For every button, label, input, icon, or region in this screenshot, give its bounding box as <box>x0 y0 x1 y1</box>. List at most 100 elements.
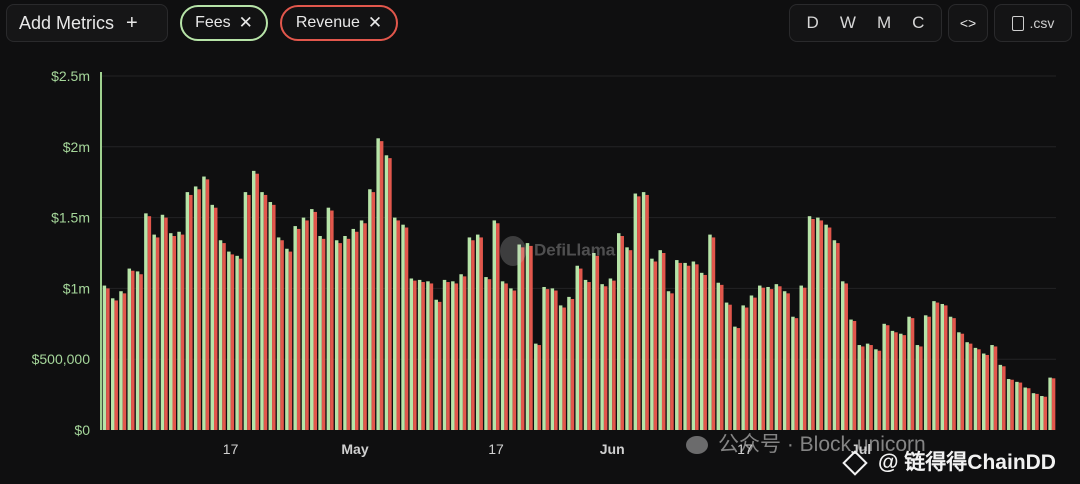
bar-fees <box>343 236 347 430</box>
diamond-logo-icon <box>842 450 868 477</box>
bar-fees <box>368 189 372 430</box>
bar-revenue <box>579 268 583 430</box>
bar-fees <box>260 192 264 430</box>
metric-chip-revenue[interactable]: Revenue ✕ <box>280 5 398 41</box>
add-metrics-button[interactable]: Add Metrics + <box>6 4 168 42</box>
bar-revenue <box>545 289 550 430</box>
bar-fees <box>558 305 563 430</box>
bar-revenue <box>487 279 492 430</box>
bar-revenue <box>554 290 558 430</box>
bar-fees <box>675 260 679 430</box>
bar-fees <box>251 170 256 430</box>
y-tick-label: $500,000 <box>32 351 91 367</box>
metric-chip-fees[interactable]: Fees ✕ <box>180 5 268 41</box>
bar-revenue <box>587 282 591 430</box>
bar-fees <box>633 193 638 430</box>
bar-revenue <box>338 243 342 430</box>
bar-fees <box>202 176 206 430</box>
bar-revenue <box>321 238 326 430</box>
x-tick-label: Jun <box>600 441 625 457</box>
defillama-watermark-text: DefiLlama <box>534 240 616 260</box>
y-tick-label: $2.5m <box>51 68 90 84</box>
bar-fees <box>816 217 820 430</box>
bar-fees <box>160 214 165 430</box>
bar-fees <box>791 316 795 430</box>
close-icon[interactable]: ✕ <box>238 13 253 32</box>
period-daily-button[interactable]: D <box>806 13 819 32</box>
bar-revenue <box>960 333 965 430</box>
bar-revenue <box>935 302 940 430</box>
bar-revenue <box>330 210 334 430</box>
bar-revenue <box>180 234 185 430</box>
bar-fees <box>1031 393 1036 430</box>
bar-revenue <box>272 204 276 430</box>
period-cumulative-button[interactable]: C <box>912 13 925 32</box>
bar-fees <box>940 303 945 430</box>
bar-revenue <box>205 179 210 430</box>
bar-fees <box>376 138 380 430</box>
bar-revenue <box>346 238 351 430</box>
bar-fees <box>276 237 281 430</box>
bar-fees <box>293 226 297 430</box>
bar-fees <box>882 323 886 430</box>
bar-revenue <box>189 194 193 430</box>
bar-revenue <box>429 283 434 430</box>
plus-icon: + <box>126 11 138 34</box>
bar-revenue <box>952 318 956 430</box>
bar-fees <box>235 255 239 430</box>
bar-fees <box>227 251 231 430</box>
bar-revenue <box>861 346 865 430</box>
bar-fees <box>492 220 497 430</box>
bar-revenue <box>703 274 707 430</box>
bar-revenue <box>670 293 674 430</box>
bar-fees <box>169 233 173 430</box>
bar-fees <box>185 192 190 430</box>
bar-revenue <box>197 189 201 430</box>
bar-revenue <box>720 284 724 430</box>
bar-revenue <box>944 305 948 430</box>
bar-fees <box>724 302 729 430</box>
bar-revenue <box>977 349 981 430</box>
y-tick-label: $1m <box>63 280 90 296</box>
bar-fees <box>517 244 521 430</box>
close-icon[interactable]: ✕ <box>367 13 383 32</box>
download-csv-button[interactable]: .csv <box>994 4 1072 42</box>
csv-label: .csv <box>1029 15 1055 31</box>
bar-revenue <box>695 264 699 430</box>
bar-revenue <box>479 237 483 430</box>
period-weekly-button[interactable]: W <box>839 13 856 32</box>
y-tick-label: $0 <box>74 422 90 438</box>
bar-revenue <box>753 297 757 430</box>
bar-revenue <box>645 194 649 430</box>
bar-revenue <box>844 283 848 430</box>
bar-revenue <box>794 318 799 430</box>
bar-fees <box>401 224 405 430</box>
bar-fees <box>774 284 779 430</box>
bar-revenue <box>661 253 666 430</box>
bar-revenue <box>653 261 658 430</box>
chaindd-watermark-text: @ 链得得ChainDD <box>878 451 1056 474</box>
bar-revenue <box>355 231 359 430</box>
bar-fees <box>1015 381 1019 430</box>
bar-fees <box>1048 377 1052 430</box>
bar-fees <box>733 326 737 430</box>
bar-revenue <box>869 345 873 430</box>
bar-fees <box>351 228 356 430</box>
bar-fees <box>384 155 389 430</box>
period-selector: D W M C <box>789 4 942 42</box>
embed-button[interactable]: <> <box>948 4 988 42</box>
bar-revenue <box>131 270 135 430</box>
bar-revenue <box>421 282 425 430</box>
bar-fees <box>857 345 862 430</box>
bar-fees <box>310 209 314 430</box>
bar-revenue <box>910 318 915 430</box>
bar-fees <box>625 247 629 430</box>
bar-fees <box>484 277 488 430</box>
bar-fees <box>592 253 596 430</box>
bar-fees <box>973 347 978 430</box>
bar-revenue <box>595 255 600 430</box>
bar-fees <box>982 353 986 430</box>
period-monthly-button[interactable]: M <box>876 13 892 32</box>
chaindd-watermark: @ 链得得ChainDD <box>842 446 1056 477</box>
bar-fees <box>583 279 588 430</box>
